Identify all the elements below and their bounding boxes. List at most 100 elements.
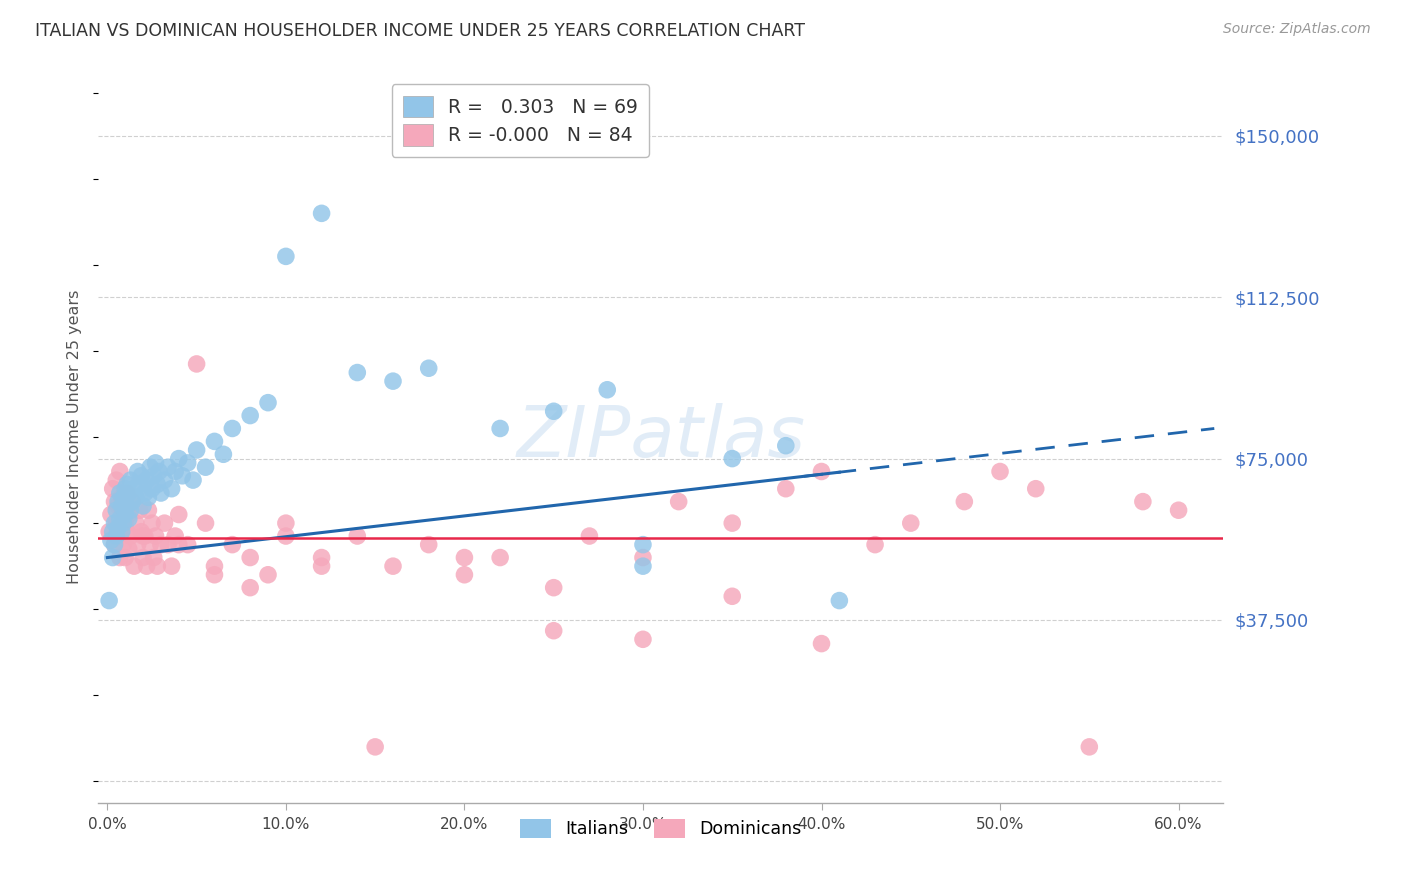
Point [176, 538, 198, 552]
Point [543, 404, 565, 418]
Point [112, 491, 135, 505]
Point [167, 451, 190, 466]
Point [128, 477, 150, 491]
Point [138, 491, 160, 505]
Point [274, 516, 297, 530]
Point [111, 499, 134, 513]
Point [122, 559, 145, 574]
Point [489, 550, 512, 565]
Point [668, 494, 690, 508]
Legend: Italians, Dominicans: Italians, Dominicans [513, 812, 808, 846]
Point [721, 589, 744, 603]
Point [212, 447, 235, 461]
Point [111, 524, 134, 539]
Point [631, 538, 654, 552]
Point [160, 482, 183, 496]
Point [257, 567, 280, 582]
Point [721, 451, 744, 466]
Point [596, 383, 619, 397]
Point [194, 460, 217, 475]
Point [145, 456, 167, 470]
Point [953, 494, 976, 508]
Point [418, 361, 440, 376]
Point [221, 421, 243, 435]
Point [105, 529, 128, 543]
Point [194, 516, 217, 530]
Point [382, 559, 405, 574]
Point [107, 499, 129, 513]
Point [115, 524, 138, 539]
Point [148, 465, 170, 479]
Point [204, 567, 226, 582]
Point [132, 499, 155, 513]
Point [118, 508, 141, 522]
Point [103, 516, 125, 530]
Point [120, 473, 142, 487]
Point [489, 421, 512, 435]
Y-axis label: Householder Income Under 25 years: Householder Income Under 25 years [67, 290, 83, 584]
Point [112, 538, 135, 552]
Point [129, 468, 152, 483]
Point [810, 465, 832, 479]
Point [775, 439, 797, 453]
Point [107, 520, 129, 534]
Point [1078, 739, 1101, 754]
Point [101, 550, 124, 565]
Point [107, 494, 129, 508]
Point [115, 499, 138, 513]
Point [157, 460, 180, 475]
Point [121, 494, 143, 508]
Point [165, 529, 187, 543]
Point [146, 559, 169, 574]
Point [120, 503, 142, 517]
Point [1025, 482, 1047, 496]
Point [186, 357, 208, 371]
Point [775, 482, 797, 496]
Point [186, 442, 208, 457]
Point [153, 473, 176, 487]
Point [239, 581, 262, 595]
Point [118, 512, 141, 526]
Point [257, 395, 280, 409]
Point [149, 486, 172, 500]
Point [239, 409, 262, 423]
Point [863, 538, 886, 552]
Point [146, 477, 169, 491]
Point [157, 538, 180, 552]
Text: ZIPatlas: ZIPatlas [516, 402, 806, 472]
Point [115, 486, 138, 500]
Point [105, 516, 128, 530]
Text: ITALIAN VS DOMINICAN HOUSEHOLDER INCOME UNDER 25 YEARS CORRELATION CHART: ITALIAN VS DOMINICAN HOUSEHOLDER INCOME … [35, 22, 806, 40]
Point [167, 538, 190, 552]
Point [120, 529, 142, 543]
Point [101, 524, 124, 539]
Point [181, 473, 204, 487]
Point [142, 468, 165, 483]
Point [172, 468, 194, 483]
Point [346, 529, 368, 543]
Point [631, 559, 654, 574]
Point [204, 434, 226, 449]
Point [118, 541, 141, 556]
Point [167, 508, 190, 522]
Point [127, 465, 149, 479]
Point [100, 508, 122, 522]
Point [138, 503, 160, 517]
Point [114, 516, 136, 530]
Point [311, 550, 333, 565]
Point [631, 550, 654, 565]
Point [114, 550, 136, 565]
Point [101, 482, 124, 496]
Point [543, 624, 565, 638]
Point [274, 529, 297, 543]
Point [274, 249, 297, 263]
Point [114, 508, 136, 522]
Point [121, 494, 143, 508]
Point [900, 516, 922, 530]
Point [111, 491, 134, 505]
Point [125, 491, 148, 505]
Point [108, 550, 131, 565]
Point [105, 473, 128, 487]
Point [108, 465, 131, 479]
Point [114, 482, 136, 496]
